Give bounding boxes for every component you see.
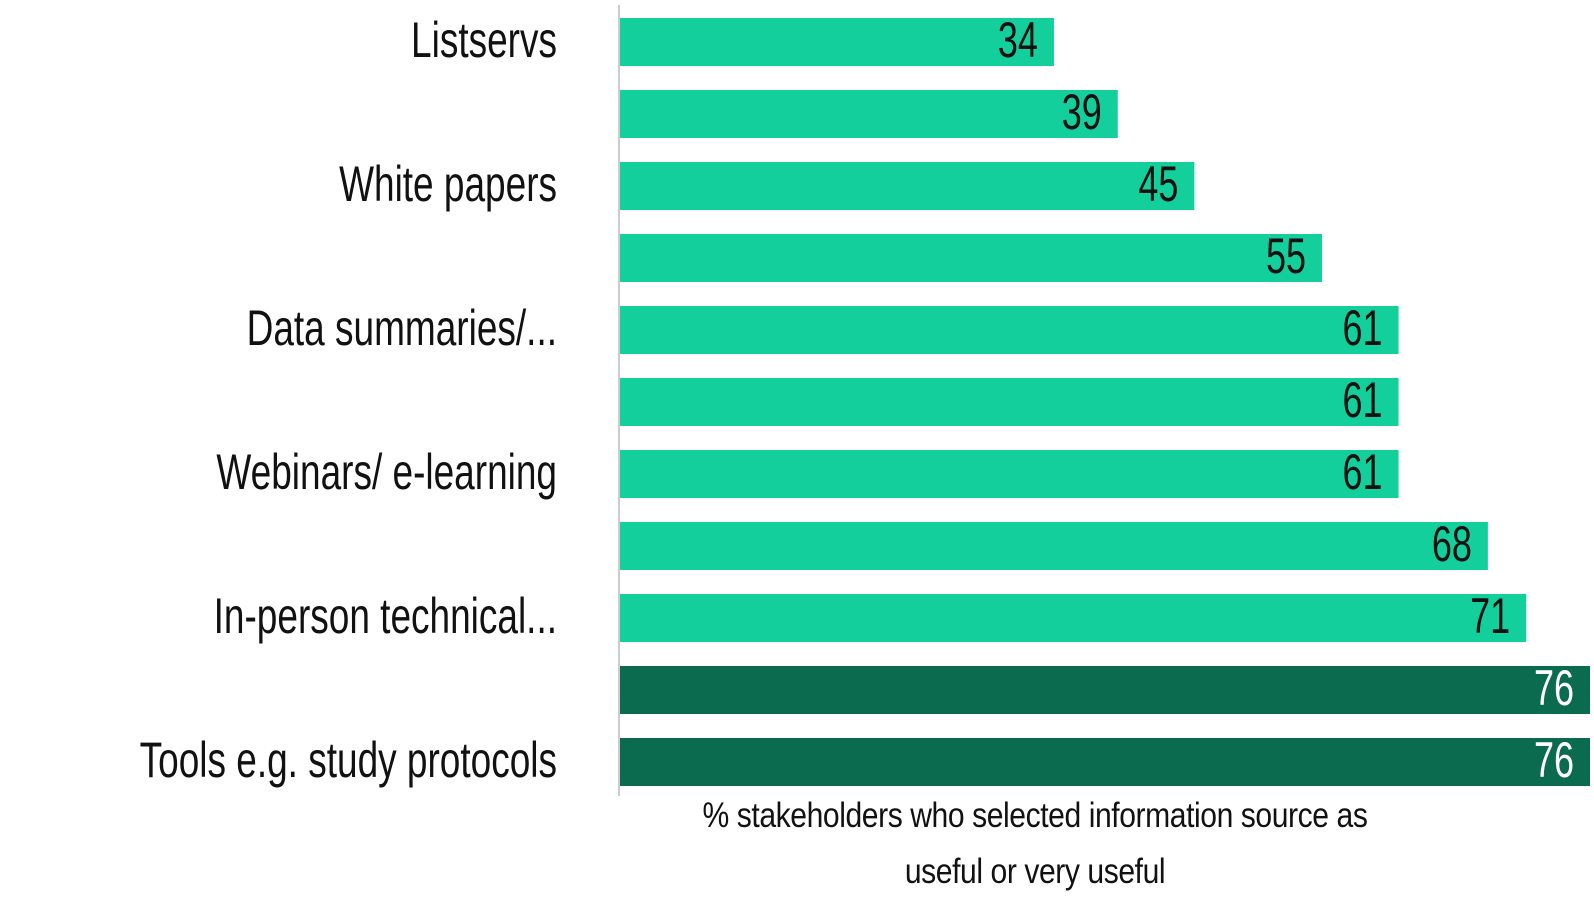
category-label-group: Listservs — [411, 13, 557, 69]
value-label: 61 — [1343, 302, 1383, 357]
bar — [620, 18, 1054, 66]
bar — [620, 666, 1590, 714]
y-tick-label: Webinars/ e-learning — [216, 445, 557, 501]
bar — [620, 90, 1118, 138]
x-axis-label: % stakeholders who selected information … — [702, 796, 1368, 891]
value-label: 61 — [1343, 446, 1383, 501]
y-tick-label: Listservs — [411, 13, 557, 69]
value-label: 68 — [1432, 518, 1472, 573]
bar — [620, 234, 1322, 282]
value-label: 61 — [1343, 374, 1383, 429]
value-label: 76 — [1534, 734, 1574, 789]
value-label: 45 — [1138, 158, 1178, 213]
value-label-group: 76 — [1534, 734, 1574, 789]
bar — [620, 738, 1590, 786]
y-tick-label: Tools e.g. study protocols — [140, 733, 557, 789]
bar — [620, 162, 1195, 210]
value-label-group: 45 — [1138, 158, 1178, 213]
category-label-group: In-person technical... — [214, 589, 557, 645]
value-label: 76 — [1534, 662, 1574, 717]
value-label: 34 — [998, 14, 1038, 69]
category-label-group: Webinars/ e-learning — [216, 445, 557, 501]
value-label-group: 61 — [1343, 374, 1383, 429]
value-label-group: 34 — [998, 14, 1038, 69]
value-label-group: 39 — [1062, 86, 1102, 141]
y-tick-label: In-person technical... — [214, 589, 557, 645]
value-label-group: 61 — [1343, 302, 1383, 357]
category-label-group: Tools e.g. study protocols — [140, 733, 557, 789]
y-tick-label: White papers — [339, 157, 557, 213]
value-label-group: 55 — [1266, 230, 1306, 285]
value-label-group: 61 — [1343, 446, 1383, 501]
value-label-group: 76 — [1534, 662, 1574, 717]
category-label-group: White papers — [339, 157, 557, 213]
category-label-group: Data summaries/... — [247, 301, 557, 357]
value-label: 39 — [1062, 86, 1102, 141]
bar — [620, 522, 1488, 570]
y-tick-label: Data summaries/... — [247, 301, 557, 357]
value-label-group: 71 — [1470, 590, 1510, 645]
bar — [620, 306, 1399, 354]
value-label: 71 — [1470, 590, 1510, 645]
value-label: 55 — [1266, 230, 1306, 285]
value-label-group: 68 — [1432, 518, 1472, 573]
bar — [620, 594, 1527, 642]
bar — [620, 450, 1399, 498]
bar — [620, 378, 1399, 426]
